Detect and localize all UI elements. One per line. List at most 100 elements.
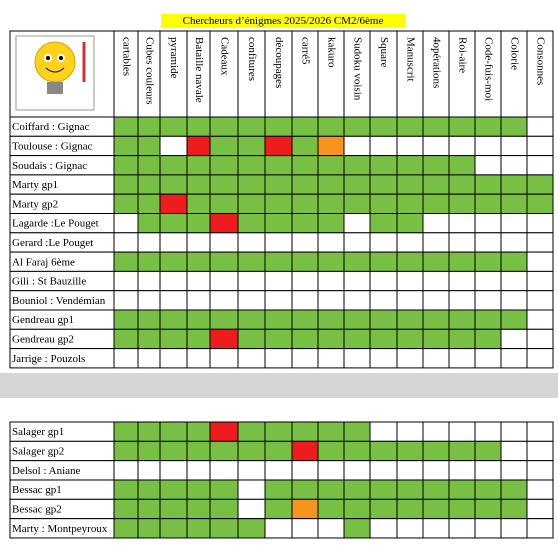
row-name: Salager gp2 bbox=[12, 446, 64, 458]
status-cell bbox=[137, 440, 161, 462]
status-cell bbox=[209, 135, 239, 157]
status-cell bbox=[137, 270, 161, 292]
status-cell bbox=[343, 518, 371, 539]
status-cell bbox=[422, 213, 450, 234]
column-header: Colorie bbox=[508, 37, 520, 70]
status-cell bbox=[526, 155, 554, 176]
status-cell bbox=[526, 518, 554, 539]
row-name: Salager gp1 bbox=[12, 426, 64, 438]
status-cell bbox=[448, 116, 476, 137]
status-cell bbox=[209, 174, 239, 195]
row-name: Gerard :Le Pouget bbox=[12, 237, 93, 249]
status-cell bbox=[526, 213, 554, 234]
status-cell bbox=[369, 348, 398, 369]
status-cell bbox=[422, 421, 450, 442]
status-cell bbox=[113, 328, 139, 350]
status-cell bbox=[500, 348, 528, 369]
status-cell bbox=[137, 328, 161, 350]
status-cell bbox=[137, 193, 161, 214]
status-cell bbox=[526, 135, 554, 157]
status-cell bbox=[113, 460, 139, 481]
status-cell bbox=[159, 135, 188, 157]
status-cell bbox=[186, 270, 211, 292]
status-cell bbox=[474, 328, 502, 350]
status-cell bbox=[137, 213, 161, 234]
status-cell bbox=[291, 460, 319, 481]
status-cell bbox=[500, 421, 528, 442]
row-name: Lagarde :Le Pouget bbox=[12, 218, 99, 230]
status-cell bbox=[209, 232, 239, 253]
row-name: Bessac gp1 bbox=[12, 484, 62, 496]
status-cell bbox=[291, 290, 319, 311]
status-cell bbox=[396, 174, 424, 195]
status-cell bbox=[474, 174, 502, 195]
status-cell bbox=[113, 290, 139, 311]
status-cell bbox=[369, 421, 398, 442]
status-cell bbox=[137, 498, 161, 520]
status-cell bbox=[317, 213, 345, 234]
status-cell bbox=[317, 174, 345, 195]
status-cell bbox=[159, 174, 188, 195]
status-cell bbox=[422, 135, 450, 157]
row-name: Toulouse : Gignac bbox=[12, 140, 93, 152]
status-cell bbox=[369, 460, 398, 481]
status-cell bbox=[317, 290, 345, 311]
status-cell bbox=[209, 116, 239, 137]
status-cell bbox=[396, 440, 424, 462]
status-cell bbox=[209, 498, 239, 520]
status-cell bbox=[317, 155, 345, 176]
status-cell bbox=[474, 421, 502, 442]
status-cell bbox=[186, 251, 211, 272]
status-cell bbox=[113, 155, 139, 176]
status-cell bbox=[369, 290, 398, 311]
status-cell bbox=[343, 498, 371, 520]
status-cell bbox=[137, 174, 161, 195]
status-cell bbox=[237, 421, 266, 442]
status-cell bbox=[422, 309, 450, 330]
status-cell bbox=[422, 518, 450, 539]
status-cell bbox=[343, 270, 371, 292]
status-cell bbox=[369, 213, 398, 234]
status-cell bbox=[343, 116, 371, 137]
status-cell bbox=[317, 232, 345, 253]
status-cell bbox=[291, 479, 319, 500]
status-cell bbox=[343, 421, 371, 442]
status-cell bbox=[159, 232, 188, 253]
status-cell bbox=[291, 193, 319, 214]
column-header: Cubes couleurs bbox=[143, 37, 155, 105]
status-cell bbox=[209, 348, 239, 369]
column-header: Roi-aire bbox=[456, 37, 468, 73]
column-header: Manuscrit bbox=[404, 37, 416, 82]
status-cell bbox=[343, 193, 371, 214]
status-cell bbox=[369, 328, 398, 350]
status-cell bbox=[448, 479, 476, 500]
status-cell bbox=[113, 116, 139, 137]
status-cell bbox=[186, 518, 211, 539]
status-cell bbox=[237, 309, 266, 330]
status-cell bbox=[159, 290, 188, 311]
status-cell bbox=[500, 440, 528, 462]
status-cell bbox=[526, 479, 554, 500]
status-cell bbox=[291, 232, 319, 253]
status-cell bbox=[526, 498, 554, 520]
status-cell bbox=[526, 348, 554, 369]
status-cell bbox=[343, 155, 371, 176]
status-cell bbox=[264, 498, 293, 520]
status-cell bbox=[159, 498, 188, 520]
status-cell bbox=[264, 460, 293, 481]
status-cell bbox=[500, 328, 528, 350]
status-cell bbox=[237, 213, 266, 234]
status-cell bbox=[422, 328, 450, 350]
status-cell bbox=[186, 116, 211, 137]
status-cell bbox=[186, 135, 211, 157]
status-cell bbox=[526, 232, 554, 253]
status-cell bbox=[186, 440, 211, 462]
status-cell bbox=[343, 290, 371, 311]
status-cell bbox=[209, 309, 239, 330]
status-cell bbox=[396, 421, 424, 442]
status-cell bbox=[369, 174, 398, 195]
status-cell bbox=[500, 479, 528, 500]
status-cell bbox=[500, 309, 528, 330]
status-cell bbox=[159, 309, 188, 330]
status-cell bbox=[137, 116, 161, 137]
